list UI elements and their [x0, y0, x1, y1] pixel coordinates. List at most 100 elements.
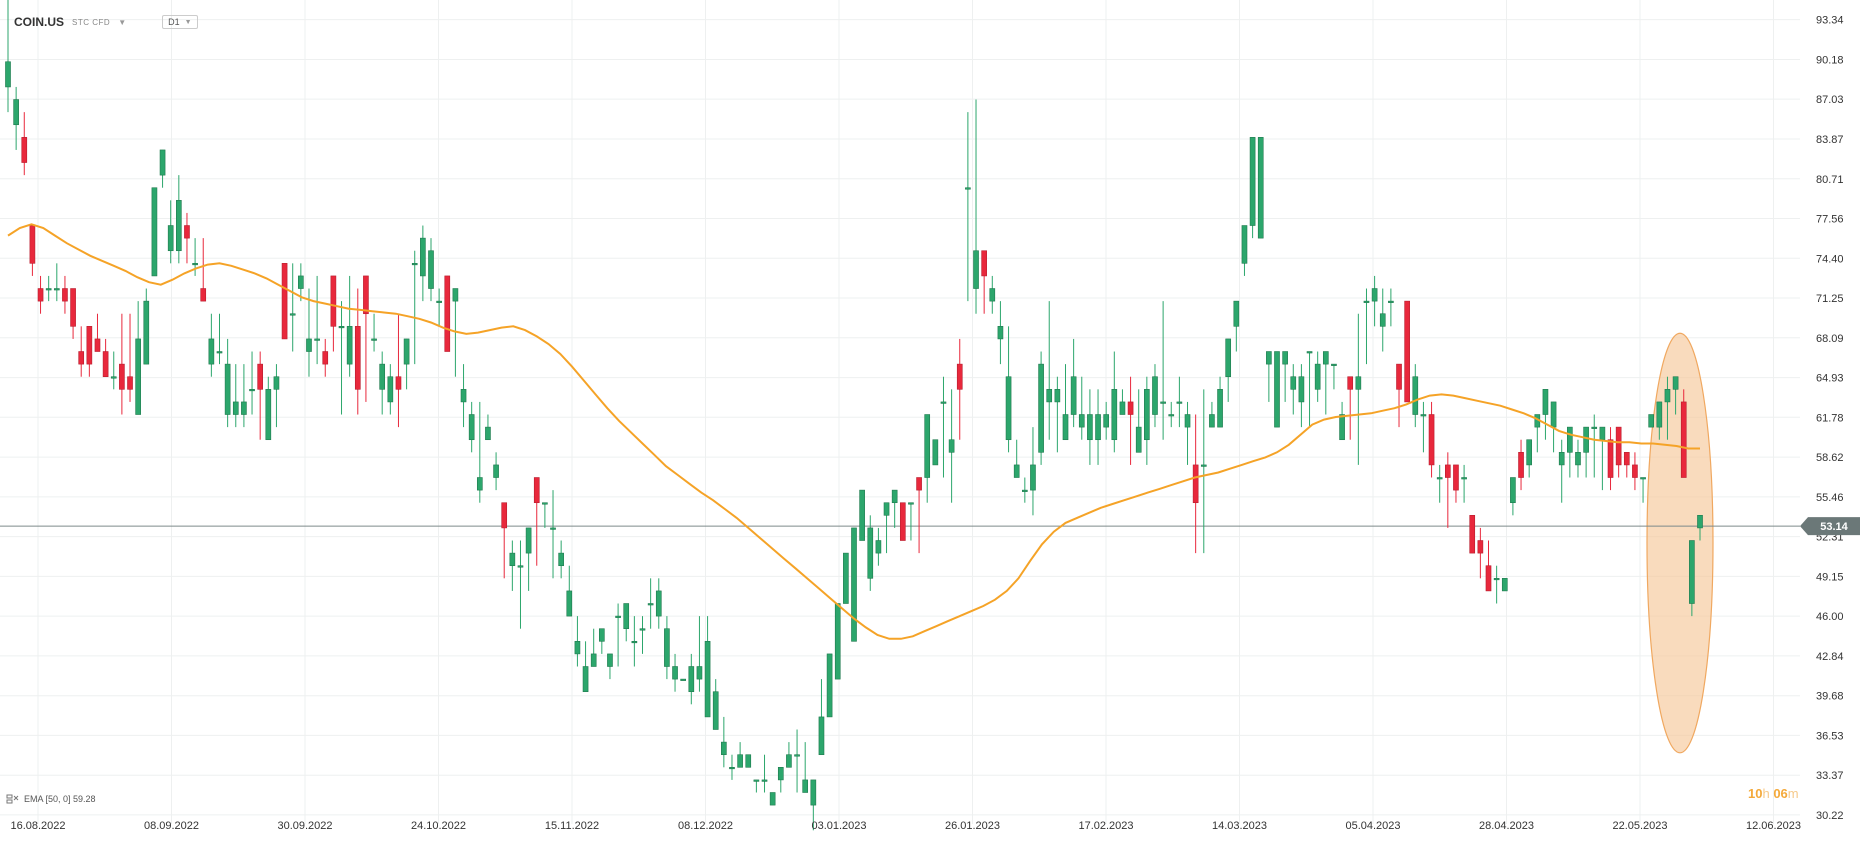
candle-body — [615, 615, 621, 618]
candle-body — [363, 275, 369, 315]
candle-body — [1428, 414, 1435, 466]
candle-body — [1607, 439, 1614, 478]
candle-body — [1306, 351, 1313, 354]
candle-body — [1054, 389, 1061, 403]
candle-body — [924, 414, 931, 478]
x-tick-label: 15.11.2022 — [545, 820, 599, 832]
candle-body — [338, 326, 345, 329]
current-price-label: 53.14 — [1820, 521, 1848, 533]
y-tick-label: 87.03 — [1816, 94, 1844, 106]
indicator-legend[interactable]: EMA [50, 0] 59.28 — [6, 794, 96, 804]
candle-body — [176, 200, 182, 252]
candle-body — [78, 351, 85, 365]
y-tick-label: 68.09 — [1816, 333, 1844, 345]
candle-body — [761, 779, 768, 782]
timeframe-select[interactable]: D1 ▼ — [162, 15, 198, 29]
candle-body — [810, 779, 817, 806]
candle-body — [542, 502, 548, 505]
candle-body — [631, 641, 638, 644]
candle-body — [582, 666, 589, 693]
candle-body — [989, 288, 996, 302]
candle-body — [590, 653, 597, 667]
candle-body — [452, 288, 459, 302]
price-tag-bg — [1800, 517, 1860, 536]
candle-body — [143, 300, 150, 365]
candle-body — [1656, 401, 1663, 428]
candle-body — [1485, 565, 1492, 592]
candle-body — [70, 288, 76, 327]
highlight-ellipse — [1646, 332, 1714, 754]
timeframe-label: D1 — [168, 17, 180, 27]
candle-body — [1087, 414, 1093, 441]
candle-body — [1697, 515, 1703, 529]
candle-body — [1388, 300, 1394, 303]
candle-body — [37, 288, 44, 302]
candle-body — [965, 187, 971, 190]
candle-body — [525, 527, 532, 554]
candle-body — [94, 338, 101, 352]
candle-body — [1453, 464, 1459, 491]
candle-body — [639, 628, 646, 631]
candle-body — [1510, 477, 1516, 504]
candle-body — [533, 477, 540, 504]
candle-body — [517, 565, 524, 568]
candle-body — [851, 527, 857, 642]
candle-body — [1591, 426, 1598, 429]
candle-body — [346, 326, 353, 365]
candle-body — [753, 779, 760, 782]
y-tick-label: 93.34 — [1816, 15, 1844, 27]
candle-body — [476, 477, 483, 491]
candle-body — [403, 338, 410, 365]
candle-body — [777, 767, 784, 781]
y-tick-label: 36.53 — [1816, 730, 1844, 742]
y-tick-label: 30.22 — [1816, 810, 1844, 822]
candle-body — [794, 754, 800, 757]
candle-body — [436, 300, 442, 303]
candle-body — [948, 439, 955, 453]
candle-body — [647, 603, 654, 606]
candle-body — [1168, 414, 1175, 417]
candle-body — [997, 326, 1004, 340]
candle-body — [86, 326, 93, 365]
candle-body — [1599, 426, 1606, 441]
symbol-label[interactable]: COIN.US — [14, 15, 65, 29]
candle-body — [940, 401, 947, 404]
candle-body — [623, 603, 630, 630]
candle-body — [322, 351, 329, 365]
candle-body — [1119, 401, 1126, 415]
chevron-down-icon[interactable]: ▼ — [118, 17, 127, 27]
candle-body — [1209, 414, 1215, 428]
candle-body — [501, 502, 508, 529]
candle-body — [232, 401, 239, 415]
x-axis: 16.08.2022 08.09.2022 30.09.2022 24.10.2022… — [10, 820, 1801, 832]
candle-body — [468, 414, 475, 441]
candle-body — [13, 99, 19, 126]
candle-body — [1241, 225, 1248, 264]
candle-body — [664, 628, 670, 667]
y-tick-label: 61.78 — [1816, 412, 1844, 424]
candle-body — [1022, 489, 1028, 492]
candle-body — [1331, 363, 1337, 366]
candle-body — [1290, 376, 1297, 390]
candle-body — [1217, 389, 1223, 428]
candle-body — [655, 590, 662, 617]
candle-body — [110, 376, 117, 379]
indicator-settings-icon[interactable] — [6, 794, 20, 804]
candle-body — [21, 137, 28, 163]
candle-body — [1111, 389, 1118, 441]
x-tick-label: 22.05.2023 — [1612, 820, 1667, 832]
candle-body — [485, 426, 491, 441]
candle-body — [224, 363, 231, 415]
candle-body — [599, 628, 605, 642]
candle-body — [1623, 452, 1630, 466]
candle-body — [1103, 414, 1109, 428]
y-tick-label: 83.87 — [1816, 134, 1844, 146]
candle-body — [1038, 363, 1044, 453]
y-tick-label: 80.71 — [1816, 174, 1844, 186]
candle-body — [45, 288, 52, 291]
candle-body — [135, 338, 141, 415]
x-tick-label: 30.09.2022 — [277, 820, 332, 832]
candle-body — [769, 792, 776, 806]
